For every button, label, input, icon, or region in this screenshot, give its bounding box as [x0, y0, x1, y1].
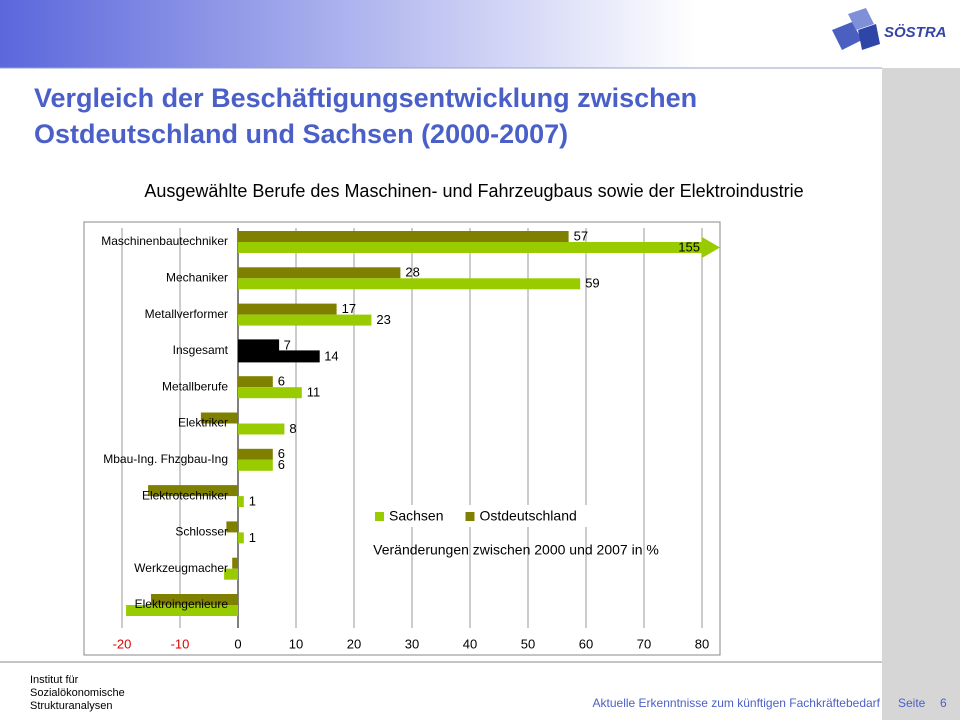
- legend-swatch: [375, 512, 384, 521]
- bar: [148, 485, 238, 497]
- category-label: Maschinenbautechniker: [101, 234, 228, 248]
- value-label: 59: [585, 276, 599, 291]
- x-tick-label: 50: [521, 636, 535, 651]
- overflow-arrow: [702, 237, 720, 258]
- bar: [224, 568, 238, 580]
- bar: [238, 459, 273, 471]
- category-label: Elektrotechniker: [142, 488, 228, 502]
- x-tick-label: 80: [695, 636, 709, 651]
- category-label: Elektroingenieure: [135, 597, 229, 611]
- institute: Strukturanalysen: [30, 700, 113, 712]
- bar: [238, 448, 273, 460]
- value-label: 6: [278, 457, 285, 472]
- bar: [237, 339, 280, 352]
- value-label: 23: [376, 312, 390, 327]
- value-label: 6: [278, 374, 285, 389]
- value-label: 7: [284, 337, 291, 352]
- bar: [238, 376, 273, 388]
- bar: [126, 605, 238, 616]
- value-label: 1: [249, 494, 256, 509]
- bar: [238, 231, 569, 242]
- x-tick-label: 70: [637, 636, 651, 651]
- x-tick-label: -10: [171, 636, 190, 651]
- legend-box: [370, 505, 620, 527]
- slide-title: Vergleich der Beschäftigungsentwicklung …: [34, 83, 697, 113]
- category-label: Metallberufe: [162, 379, 228, 393]
- legend-label: Ostdeutschland: [479, 508, 576, 524]
- x-tick-label: 30: [405, 636, 419, 651]
- bar: [200, 412, 238, 424]
- bar: [238, 303, 337, 315]
- value-label: 57: [574, 228, 588, 243]
- page-label: Seite: [898, 696, 926, 710]
- logo-mark: [832, 8, 880, 50]
- value-label: 17: [342, 301, 356, 316]
- bar: [238, 278, 581, 290]
- logo-text: SÖSTRA: [884, 24, 947, 41]
- bar: [226, 521, 238, 533]
- category-label: Mechaniker: [166, 270, 228, 284]
- bar: [238, 532, 244, 544]
- legend-swatch: [465, 512, 475, 521]
- bar: [238, 496, 244, 508]
- category-label: Insgesamt: [173, 343, 229, 357]
- category-label: Werkzeugmacher: [134, 561, 228, 575]
- x-tick-label: 0: [234, 636, 241, 651]
- value-label: 8: [289, 421, 296, 436]
- value-label: 155: [678, 239, 700, 254]
- category-label: Schlosser: [175, 525, 228, 539]
- legend-label: Sachsen: [389, 508, 443, 524]
- x-tick-label: 60: [579, 636, 593, 651]
- value-label: 11: [307, 385, 321, 400]
- institute: Institut für: [30, 674, 79, 686]
- header-band: [0, 0, 820, 68]
- x-tick-label: 40: [463, 636, 477, 651]
- bar: [232, 557, 238, 569]
- bar: [238, 387, 302, 399]
- value-label: 14: [324, 348, 338, 363]
- x-tick-label: 10: [289, 636, 303, 651]
- chart-subtitle: Ausgewählte Berufe des Maschinen- und Fa…: [144, 181, 803, 201]
- footer-text: Aktuelle Erkenntnisse zum künftigen Fach…: [593, 696, 881, 710]
- axis-note: Veränderungen zwischen 2000 und 2007 in …: [373, 542, 659, 558]
- chart-frame: [83, 221, 721, 656]
- bar: [238, 267, 401, 279]
- category-label: Elektriker: [178, 416, 228, 430]
- value-label: 28: [405, 265, 419, 280]
- x-tick-label: -20: [113, 636, 132, 651]
- bar: [238, 423, 285, 435]
- category-label: Mbau-Ing. Fhzgbau-Ing: [103, 452, 228, 466]
- category-label: Metallverformer: [145, 307, 228, 321]
- page-number: 6: [940, 696, 947, 710]
- side-column: [882, 68, 960, 720]
- value-label: 1: [249, 530, 256, 545]
- x-tick-label: 20: [347, 636, 361, 651]
- bar: [238, 242, 702, 253]
- bar: [238, 314, 372, 326]
- value-label: 6: [278, 446, 285, 461]
- bar: [237, 350, 320, 363]
- institute: Sozialökonomische: [30, 687, 125, 699]
- slide-title: Ostdeutschland und Sachsen (2000-2007): [34, 119, 568, 149]
- bar: [151, 594, 238, 605]
